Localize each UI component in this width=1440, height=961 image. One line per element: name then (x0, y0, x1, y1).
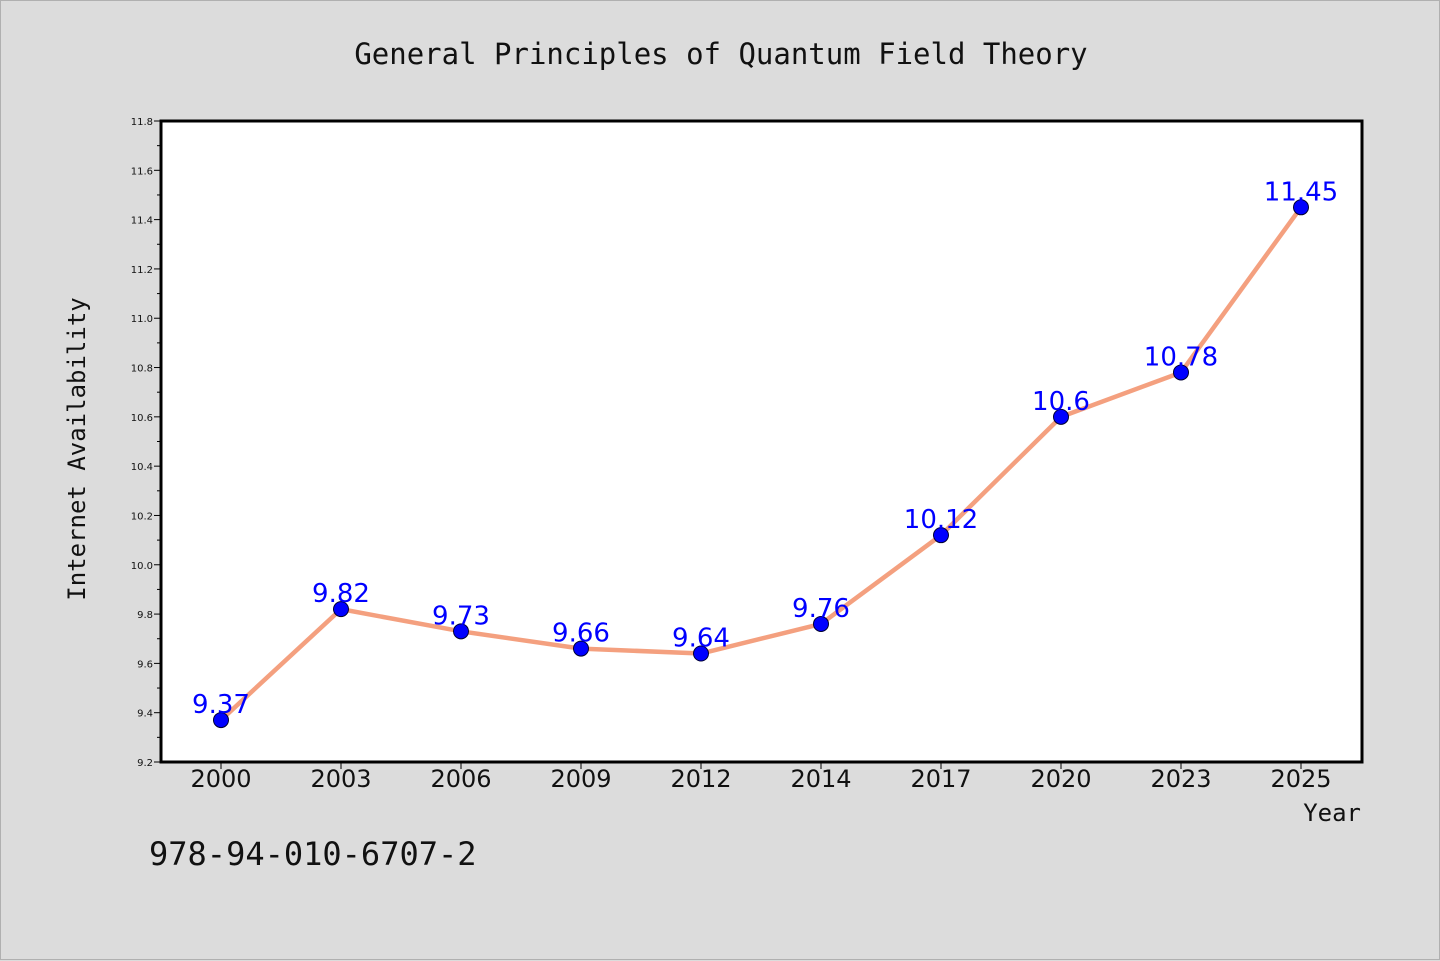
y-tick-label: 11.8 (131, 117, 153, 128)
data-point (1053, 408, 1069, 425)
data-label: 9.66 (552, 619, 610, 649)
x-tick-label: 2009 (550, 765, 611, 793)
y-tick-label: 11.4 (131, 216, 153, 227)
data-label: 9.37 (192, 690, 250, 720)
x-tick-label: 2012 (670, 765, 731, 793)
y-tick-label: 9.4 (137, 709, 153, 720)
y-axis-label: Internet Availability (63, 297, 91, 600)
data-label: 11.45 (1264, 177, 1338, 207)
data-point (693, 645, 709, 662)
data-label: 9.82 (312, 579, 370, 609)
plot-area (159, 119, 1364, 764)
y-tick-label: 11.2 (131, 265, 153, 276)
data-point (1173, 364, 1189, 381)
y-tick-label: 9.8 (137, 610, 153, 621)
x-tick-label: 2017 (910, 765, 971, 793)
series-line (219, 205, 1303, 722)
data-label: 9.76 (792, 594, 850, 624)
x-tick-label: 2023 (1150, 765, 1211, 793)
data-point (573, 640, 589, 657)
x-axis: 2000 2003 2006 2009 2012 2014 2017 2020 2023 2025 (190, 762, 1332, 793)
y-tick-label: 10.6 (131, 413, 153, 424)
y-tick-label: 11.6 (131, 166, 153, 177)
y-tick-label: 9.2 (137, 758, 153, 769)
x-tick-label: 2014 (790, 765, 851, 793)
y-tick-label: 11.0 (131, 314, 153, 325)
data-label: 10.78 (1144, 342, 1218, 372)
x-tick-label: 2000 (190, 765, 251, 793)
y-axis: 9.2 9.4 9.6 9.8 10.0 10.2 10.4 10.6 10.8 11.0 11.2… (131, 117, 161, 769)
data-point (213, 712, 229, 729)
x-tick-label: 2025 (1270, 765, 1331, 793)
x-tick-label: 2006 (430, 765, 491, 793)
data-label: 10.12 (904, 505, 978, 535)
chart-title: General Principles of Quantum Field Theo… (354, 37, 1087, 71)
data-label: 9.64 (672, 624, 730, 654)
data-label: 10.6 (1032, 387, 1090, 417)
data-point (1293, 199, 1309, 216)
data-point (333, 601, 349, 618)
y-tick-label: 10.4 (131, 462, 153, 473)
data-point (813, 615, 829, 632)
data-label: 9.73 (432, 601, 490, 631)
x-tick-label: 2003 (310, 765, 371, 793)
series-layer: 9.37 9.82 9.73 9.66 9.64 9.76 10.12 10.6 10.78 11… (192, 177, 1338, 729)
y-tick-label: 10.8 (131, 364, 153, 375)
data-point (453, 623, 469, 640)
x-axis-label: Year (1303, 799, 1361, 827)
y-tick-label: 10.2 (131, 511, 153, 522)
data-point (933, 527, 949, 544)
x-tick-label: 2020 (1030, 765, 1091, 793)
y-tick-label: 10.0 (131, 561, 153, 572)
y-tick-label: 9.6 (137, 659, 153, 670)
isbn-annotation: 978-94-010-6707-2 (149, 835, 477, 873)
